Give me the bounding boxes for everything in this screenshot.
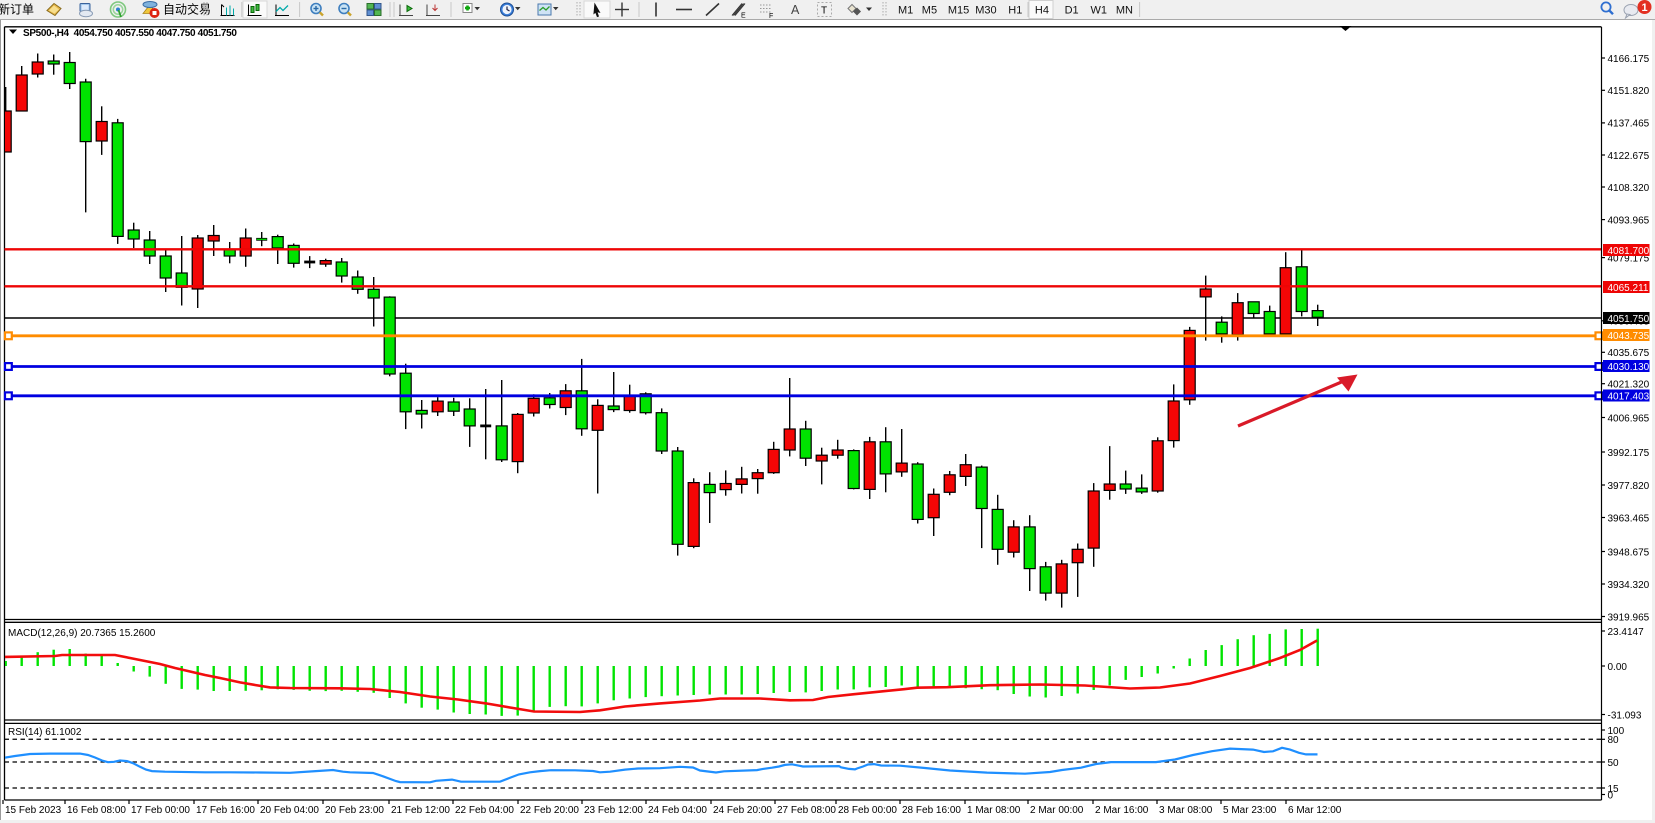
svg-text:4108.320: 4108.320 [1608,183,1650,194]
svg-text:4079.175: 4079.175 [1608,253,1650,264]
svg-text:4021.320: 4021.320 [1608,380,1650,391]
svg-text:15: 15 [1608,784,1620,795]
svg-text:28 Feb 16:00: 28 Feb 16:00 [902,805,961,816]
svg-text:F: F [769,13,773,19]
svg-text:4093.965: 4093.965 [1608,215,1650,226]
svg-text:24 Feb 20:00: 24 Feb 20:00 [713,805,772,816]
svg-text:27 Feb 08:00: 27 Feb 08:00 [777,805,836,816]
svg-text:D1: D1 [1065,5,1079,17]
svg-text:4166.175: 4166.175 [1608,54,1650,65]
svg-text:M30: M30 [975,5,996,17]
svg-text:3 Mar 08:00: 3 Mar 08:00 [1159,805,1213,816]
svg-text:4151.820: 4151.820 [1608,86,1650,97]
svg-text:20 Feb 04:00: 20 Feb 04:00 [260,805,319,816]
svg-text:4035.675: 4035.675 [1608,348,1650,359]
svg-text:3919.965: 3919.965 [1608,612,1650,623]
svg-text:1: 1 [1642,2,1648,14]
svg-text:0: 0 [1608,790,1614,801]
svg-text:RSI(14) 61.1002: RSI(14) 61.1002 [8,727,82,738]
svg-text:T: T [821,6,827,17]
svg-text:4030.130: 4030.130 [1608,362,1650,373]
svg-text:5 Mar 23:00: 5 Mar 23:00 [1223,805,1277,816]
svg-text:2 Mar 00:00: 2 Mar 00:00 [1030,805,1084,816]
svg-text:24 Feb 04:00: 24 Feb 04:00 [648,805,707,816]
svg-text:21 Feb 12:00: 21 Feb 12:00 [391,805,450,816]
svg-text:22 Feb 04:00: 22 Feb 04:00 [455,805,514,816]
svg-text:4081.700: 4081.700 [1608,246,1650,257]
svg-text:22 Feb 20:00: 22 Feb 20:00 [520,805,579,816]
svg-text:H4: H4 [1035,5,1049,17]
svg-text:6 Mar 12:00: 6 Mar 12:00 [1288,805,1342,816]
svg-text:3948.675: 3948.675 [1608,547,1650,558]
svg-text:3963.465: 3963.465 [1608,513,1650,524]
svg-text:4043.735: 4043.735 [1608,331,1650,342]
svg-text:M5: M5 [922,5,937,17]
svg-text:1 Mar 08:00: 1 Mar 08:00 [967,805,1021,816]
svg-text:4137.465: 4137.465 [1608,119,1650,130]
svg-text:新订单: 新订单 [0,2,34,17]
svg-text:17 Feb 16:00: 17 Feb 16:00 [196,805,255,816]
svg-text:23 Feb 12:00: 23 Feb 12:00 [584,805,643,816]
svg-text:MACD(12,26,9) 20.7365 15.2600: MACD(12,26,9) 20.7365 15.2600 [8,628,156,639]
svg-text:H1: H1 [1008,5,1022,17]
svg-text:A: A [791,3,800,17]
svg-text:17 Feb 00:00: 17 Feb 00:00 [131,805,190,816]
svg-text:E: E [741,13,746,20]
svg-text:M15: M15 [948,5,969,17]
svg-text:4051.750: 4051.750 [1608,314,1650,325]
svg-text:100: 100 [1608,726,1625,737]
svg-text:28 Feb 00:00: 28 Feb 00:00 [838,805,897,816]
svg-text:W1: W1 [1091,5,1108,17]
svg-text:3977.820: 3977.820 [1608,481,1650,492]
svg-text:15 Feb 2023: 15 Feb 2023 [5,805,62,816]
svg-text:MN: MN [1116,5,1133,17]
svg-text:3992.175: 3992.175 [1608,448,1650,459]
svg-text:3934.320: 3934.320 [1608,580,1650,591]
svg-text:80: 80 [1608,735,1620,746]
svg-text:4006.965: 4006.965 [1608,413,1650,424]
svg-text:50: 50 [1608,758,1620,769]
svg-text:M1: M1 [898,5,913,17]
svg-text:自动交易: 自动交易 [163,2,211,17]
svg-text:-31.093: -31.093 [1608,710,1642,721]
svg-text:4017.403: 4017.403 [1608,392,1650,403]
svg-text:4065.211: 4065.211 [1608,283,1649,294]
svg-text:23.4147: 23.4147 [1608,627,1645,638]
svg-text:20 Feb 23:00: 20 Feb 23:00 [325,805,384,816]
svg-text:4122.675: 4122.675 [1608,151,1650,162]
svg-text:0.00: 0.00 [1608,662,1628,673]
svg-text:16 Feb 08:00: 16 Feb 08:00 [67,805,126,816]
svg-text:2 Mar 16:00: 2 Mar 16:00 [1095,805,1149,816]
svg-text:SP500-,H4 4054.750 4057.550 4: SP500-,H4 4054.750 4057.550 4047.750 405… [23,28,237,39]
